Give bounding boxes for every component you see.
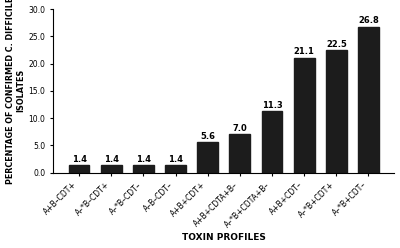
Text: 1.4: 1.4 [72,155,86,164]
Text: 1.4: 1.4 [136,155,151,164]
Text: 7.0: 7.0 [232,124,247,133]
Text: 22.5: 22.5 [326,40,347,49]
Bar [133,165,154,173]
Text: 1.4: 1.4 [168,155,183,164]
Bar [294,58,315,173]
Bar [165,165,186,173]
X-axis label: TOXIN PROFILES: TOXIN PROFILES [182,233,266,243]
Bar [68,165,90,173]
Text: 21.1: 21.1 [294,47,314,56]
Bar [358,27,379,173]
Text: 11.3: 11.3 [262,101,282,110]
Y-axis label: PERCENTAGE OF CONFIRMED C. DIFFICILE
ISOLATES: PERCENTAGE OF CONFIRMED C. DIFFICILE ISO… [6,0,26,185]
Text: 1.4: 1.4 [104,155,119,164]
Bar [101,165,122,173]
Bar [262,111,282,173]
Text: 26.8: 26.8 [358,16,379,25]
Bar [229,134,250,173]
Text: 5.6: 5.6 [200,132,215,141]
Bar [326,50,347,173]
Bar [197,142,218,173]
